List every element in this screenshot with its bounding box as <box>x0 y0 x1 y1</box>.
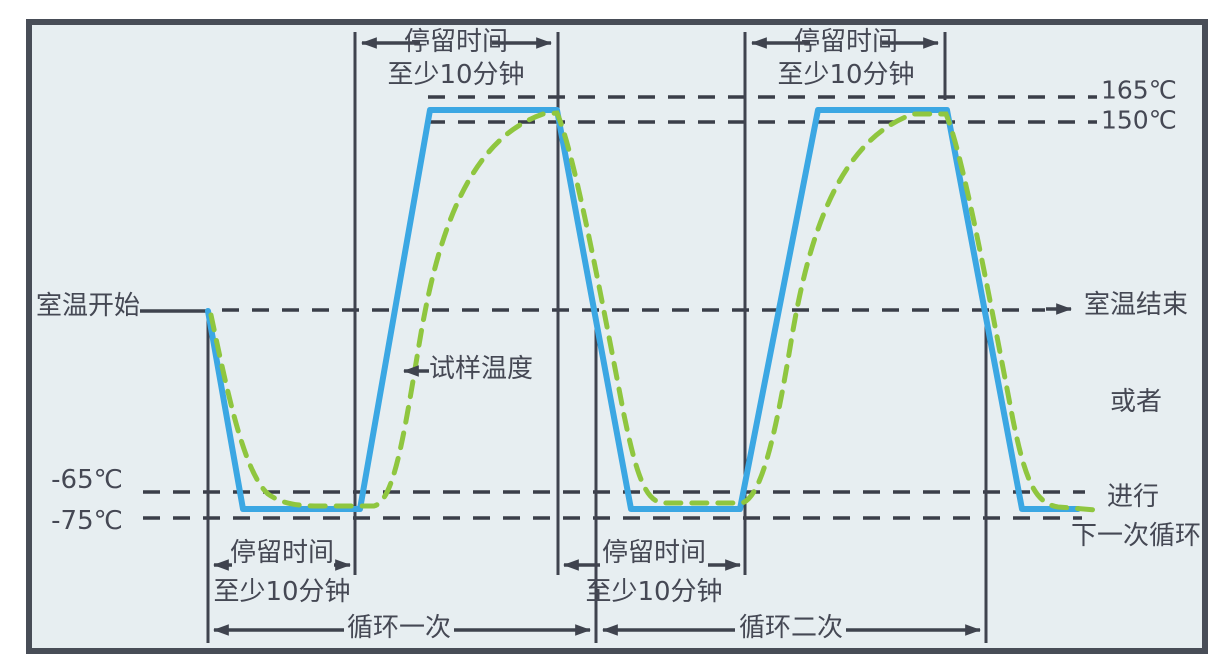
temp-150-label: 150℃ <box>1101 106 1177 135</box>
room-temp-end-label: 室温结束 <box>1084 290 1188 320</box>
proceed-label: 进行 <box>1107 482 1159 512</box>
temp-165-label: 165℃ <box>1101 76 1177 105</box>
minus75-label: -75℃ <box>51 506 123 536</box>
sample-temperature-curve <box>208 110 1099 513</box>
cycle2-label: 循环二次 <box>739 613 843 643</box>
sample-temp-label: 试样温度 <box>429 354 533 384</box>
dwell-top1-minimum: 至少10分钟 <box>387 60 524 90</box>
dwell-top2-label: 停留时间 <box>794 27 898 57</box>
minus65-label: -65℃ <box>51 465 123 495</box>
room-temp-start-label: 室温开始 <box>36 291 140 321</box>
diagram-frame <box>26 19 1208 654</box>
chamber-temperature-curve <box>205 107 1081 512</box>
next-cycle-label: 下一次循环 <box>1071 521 1201 551</box>
dwell-bottom1-label: 停留时间 <box>230 538 334 568</box>
dwell-bottom2-label: 停留时间 <box>602 538 706 568</box>
or-label: 或者 <box>1110 387 1162 417</box>
dwell-top2-minimum: 至少10分钟 <box>777 60 914 90</box>
dwell-top1-label: 停留时间 <box>404 27 508 57</box>
dwell-bottom2-minimum: 至少10分钟 <box>585 577 722 607</box>
cycle1-label: 循环一次 <box>347 613 451 643</box>
dwell-bottom1-minimum: 至少10分钟 <box>213 577 350 607</box>
